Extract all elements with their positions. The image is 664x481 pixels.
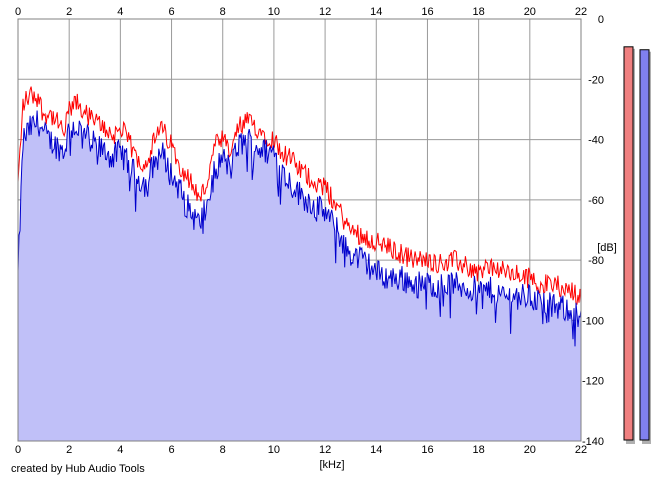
x-tick-label-top: 0 bbox=[15, 6, 21, 18]
x-tick-label-bottom: 16 bbox=[421, 444, 433, 456]
y-tick-label: -100 bbox=[582, 315, 604, 327]
y-tick-label: 0 bbox=[598, 14, 604, 26]
x-tick-label-top: 12 bbox=[319, 6, 331, 18]
spectrum-series bbox=[17, 86, 582, 441]
x-tick-label-top: 6 bbox=[168, 6, 174, 18]
x-tick-label-bottom: 4 bbox=[117, 444, 123, 456]
x-tick-label-top: 2 bbox=[66, 6, 72, 18]
y-tick-label: -40 bbox=[588, 135, 604, 147]
x-tick-label-bottom: 20 bbox=[524, 444, 536, 456]
x-tick-label-bottom: 18 bbox=[473, 444, 485, 456]
x-tick-label-bottom: 12 bbox=[319, 444, 331, 456]
x-tick-label-top: 4 bbox=[117, 6, 123, 18]
y-tick-labels: 0 -20 -40 -60 -80 -100 -120 -140 bbox=[582, 14, 604, 448]
plot-border bbox=[17, 18, 582, 442]
x-tick-label-bottom: 6 bbox=[168, 444, 174, 456]
x-tick-label-top: 14 bbox=[370, 6, 382, 18]
y-tick-label: -80 bbox=[588, 255, 604, 267]
series-line-blue bbox=[17, 110, 582, 347]
y-tick-label: -140 bbox=[582, 436, 604, 448]
spectrum-fill bbox=[18, 110, 581, 441]
y-tick-label: -60 bbox=[588, 195, 604, 207]
level-meter-bar bbox=[623, 46, 634, 441]
x-tick-label-top: 8 bbox=[220, 6, 226, 18]
x-tick-label-bottom: 22 bbox=[575, 444, 587, 456]
y-tick-label: -120 bbox=[582, 376, 604, 388]
x-tick-label-top: 10 bbox=[268, 6, 280, 18]
series-line-red bbox=[17, 86, 582, 306]
x-tick-label-top: 20 bbox=[524, 6, 536, 18]
level-meters bbox=[623, 46, 651, 445]
x-tick-label-bottom: 0 bbox=[15, 444, 21, 456]
x-axis-unit: [kHz] bbox=[319, 459, 344, 471]
x-tick-label-top: 18 bbox=[473, 6, 485, 18]
x-tick-label-top: 16 bbox=[421, 6, 433, 18]
x-tick-label-bottom: 8 bbox=[220, 444, 226, 456]
x-tick-label-top: 22 bbox=[575, 6, 587, 18]
y-axis-unit: [dB] bbox=[597, 242, 617, 254]
x-tick-label-bottom: 10 bbox=[268, 444, 280, 456]
credit-text: created by Hub Audio Tools bbox=[11, 463, 145, 475]
x-tick-label-bottom: 2 bbox=[66, 444, 72, 456]
x-tick-label-bottom: 14 bbox=[370, 444, 382, 456]
plot-frame bbox=[17, 18, 582, 442]
y-tick-label: -20 bbox=[588, 74, 604, 86]
level-meter-bar bbox=[639, 49, 650, 441]
